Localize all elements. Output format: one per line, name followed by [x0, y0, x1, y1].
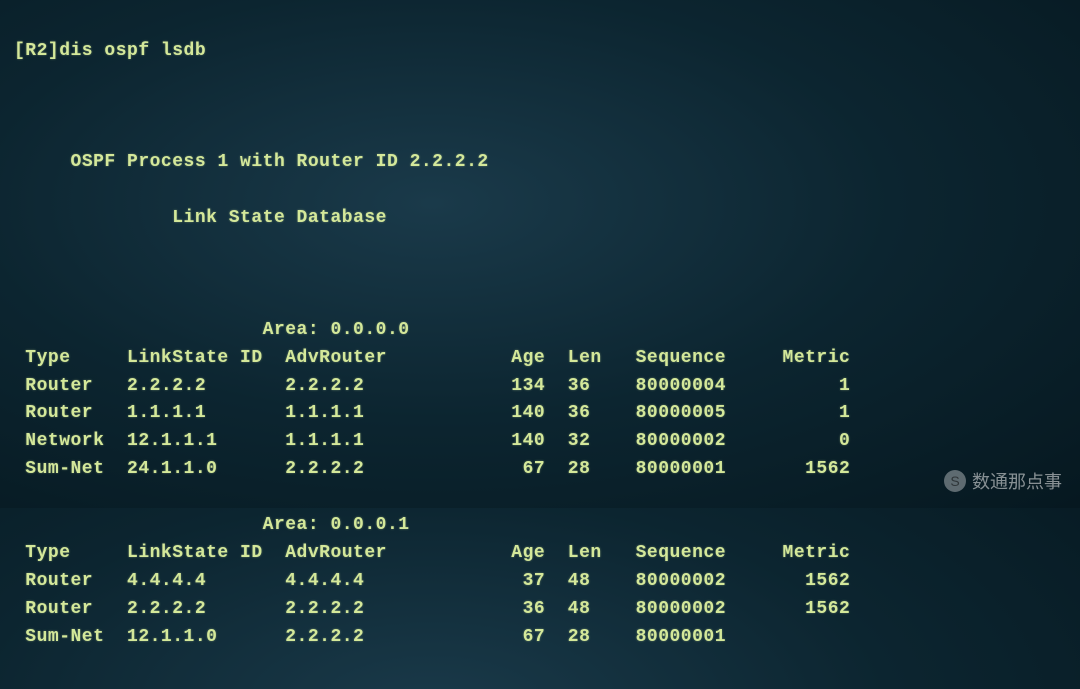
- table-row: Sum-Net 24.1.1.0 2.2.2.2 67 28 80000001 …: [14, 456, 1066, 484]
- table-row: Router 4.4.4.4 4.4.4.4 37 48 80000002 15…: [14, 568, 1066, 596]
- table-row: Router 2.2.2.2 2.2.2.2 36 48 80000002 15…: [14, 596, 1066, 624]
- prompt-line: [R2]dis ospf lsdb: [14, 38, 1066, 66]
- table-row: Sum-Net 12.1.1.0 2.2.2.2 67 28 80000001: [14, 624, 1066, 652]
- header-1-text: OSPF Process 1 with Router ID 2.2.2.2: [71, 152, 489, 172]
- area-title: Area: 0.0.0.1: [14, 512, 1066, 540]
- lsdb-areas: Area: 0.0.0.0 Type LinkState ID AdvRoute…: [14, 317, 1066, 652]
- blank-line: [14, 94, 1066, 122]
- table-header: Type LinkState ID AdvRouter Age Len Sequ…: [14, 540, 1066, 568]
- watermark-icon: S: [944, 470, 966, 492]
- table-row: Router 2.2.2.2 2.2.2.2 134 36 80000004 1: [14, 373, 1066, 401]
- blank-line-2: [14, 261, 1066, 289]
- header-line-1: OSPF Process 1 with Router ID 2.2.2.2: [14, 149, 1066, 177]
- table-row: Network 12.1.1.1 1.1.1.1 140 32 80000002…: [14, 428, 1066, 456]
- terminal-screen: [R2]dis ospf lsdb OSPF Process 1 with Ro…: [0, 0, 1080, 689]
- watermark: S 数通那点事: [944, 468, 1062, 494]
- header-line-2: Link State Database: [14, 205, 1066, 233]
- header-2-text: Link State Database: [172, 208, 387, 228]
- area-title: Area: 0.0.0.0: [14, 317, 1066, 345]
- table-header: Type LinkState ID AdvRouter Age Len Sequ…: [14, 345, 1066, 373]
- table-row: Router 1.1.1.1 1.1.1.1 140 36 80000005 1: [14, 400, 1066, 428]
- watermark-text: 数通那点事: [972, 468, 1062, 494]
